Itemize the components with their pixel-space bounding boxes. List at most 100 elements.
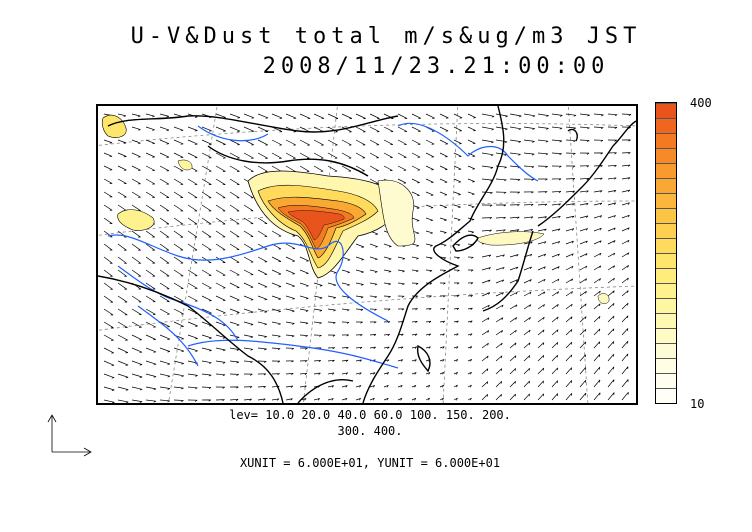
wind-arrow	[481, 342, 489, 349]
colorbar-segment	[656, 163, 676, 178]
wind-arrow	[495, 191, 507, 194]
wind-arrow	[453, 295, 460, 298]
wind-arrow	[621, 202, 630, 206]
wind-arrow	[397, 152, 407, 158]
wind-arrow	[593, 165, 603, 168]
wind-arrow	[299, 139, 310, 146]
wind-arrow	[551, 253, 560, 258]
contour-levels-line1: lev= 10.0 20.0 40.0 60.0 100. 150. 200.	[229, 408, 511, 422]
wind-arrow	[201, 191, 212, 199]
wind-arrow	[117, 373, 129, 379]
wind-arrow	[621, 328, 629, 336]
wind-arrow	[103, 139, 113, 144]
wind-arrow	[621, 152, 631, 155]
wind-arrow	[215, 282, 226, 289]
wind-arrow	[411, 126, 421, 132]
wind-arrow	[538, 178, 548, 181]
wind-arrow	[565, 265, 574, 271]
coastlines-borders	[98, 106, 636, 403]
wind-arrow	[159, 256, 170, 264]
wind-arrow	[495, 317, 504, 323]
wind-arrow	[495, 342, 503, 349]
wind-arrow	[425, 230, 433, 234]
wind-arrow	[159, 321, 170, 328]
wind-arrow	[551, 190, 562, 193]
wind-arrow	[467, 230, 475, 234]
wind-arrow	[537, 291, 546, 297]
wind-arrow	[229, 282, 240, 289]
wind-arrow	[509, 216, 520, 219]
wind-arrow	[509, 126, 522, 131]
wind-arrow	[551, 165, 562, 168]
wind-arrow	[271, 295, 282, 300]
wind-arrow	[565, 303, 573, 310]
wind-arrow	[439, 178, 448, 183]
wind-arrow	[327, 152, 338, 159]
wind-arrow	[425, 384, 431, 388]
colorbar-segment	[656, 358, 676, 373]
colorbar-segment	[656, 253, 676, 268]
wind-arrow	[495, 355, 503, 362]
wind-arrow	[103, 217, 113, 225]
wind-arrow	[453, 126, 462, 132]
wind-arrow	[173, 191, 184, 199]
wind-arrow	[103, 295, 114, 303]
wind-arrow	[271, 373, 280, 376]
wind-arrow	[523, 355, 531, 362]
wind-arrow	[229, 347, 240, 351]
wind-arrow	[243, 269, 254, 276]
wind-arrow	[173, 308, 184, 315]
wind-arrow	[593, 202, 603, 206]
wind-arrow	[159, 139, 170, 145]
wind-arrow	[299, 165, 310, 172]
wind-arrow	[537, 126, 549, 130]
wind-arrow	[537, 253, 547, 258]
wind-arrow	[159, 399, 170, 403]
wind-arrow	[509, 139, 522, 143]
wind-arrow	[579, 278, 588, 284]
wind-arrow	[551, 203, 561, 206]
wind-arrow	[285, 334, 295, 338]
wind-arrow	[243, 347, 254, 351]
wind-arrow	[159, 334, 170, 340]
wind-arrow	[215, 269, 226, 276]
wind-arrow	[131, 334, 142, 341]
wind-arrow	[453, 333, 459, 336]
wind-arrow	[453, 256, 460, 260]
wind-arrow	[187, 204, 198, 212]
wind-arrow	[481, 191, 493, 195]
wind-arrow	[607, 177, 617, 180]
wind-arrow	[579, 265, 588, 271]
wind-arrow	[523, 165, 535, 169]
colorbar-min-label: 10	[690, 397, 705, 411]
wind-arrow	[551, 266, 560, 271]
wind-arrow	[621, 302, 629, 310]
wind-arrow	[411, 269, 419, 273]
wind-arrow	[341, 152, 352, 159]
wind-arrow	[467, 346, 473, 349]
colorbar-segment	[656, 208, 676, 223]
wind-arrow	[481, 229, 492, 232]
wind-arrow	[593, 152, 603, 155]
wind-arrow	[117, 399, 129, 403]
wind-arrow	[173, 152, 184, 158]
wind-arrow	[425, 139, 435, 145]
wind-arrow	[565, 139, 576, 143]
wind-arrow	[439, 152, 448, 158]
wind-arrow	[355, 256, 364, 261]
wind-arrow	[103, 256, 113, 264]
wind-arrow	[509, 191, 520, 194]
wind-arrow	[145, 152, 155, 158]
colorbar-segment	[656, 178, 676, 193]
wind-arrow	[579, 177, 589, 181]
wind-arrow	[145, 399, 157, 403]
wind-arrow	[593, 227, 602, 232]
wind-arrow	[383, 243, 392, 248]
wind-arrow	[593, 328, 601, 336]
wind-arrow	[467, 282, 474, 285]
wind-arrow	[453, 307, 460, 311]
wind-arrow	[509, 342, 517, 349]
wind-arrow	[453, 165, 462, 170]
wind-arrow	[481, 113, 495, 118]
wind-arrow	[243, 373, 253, 376]
